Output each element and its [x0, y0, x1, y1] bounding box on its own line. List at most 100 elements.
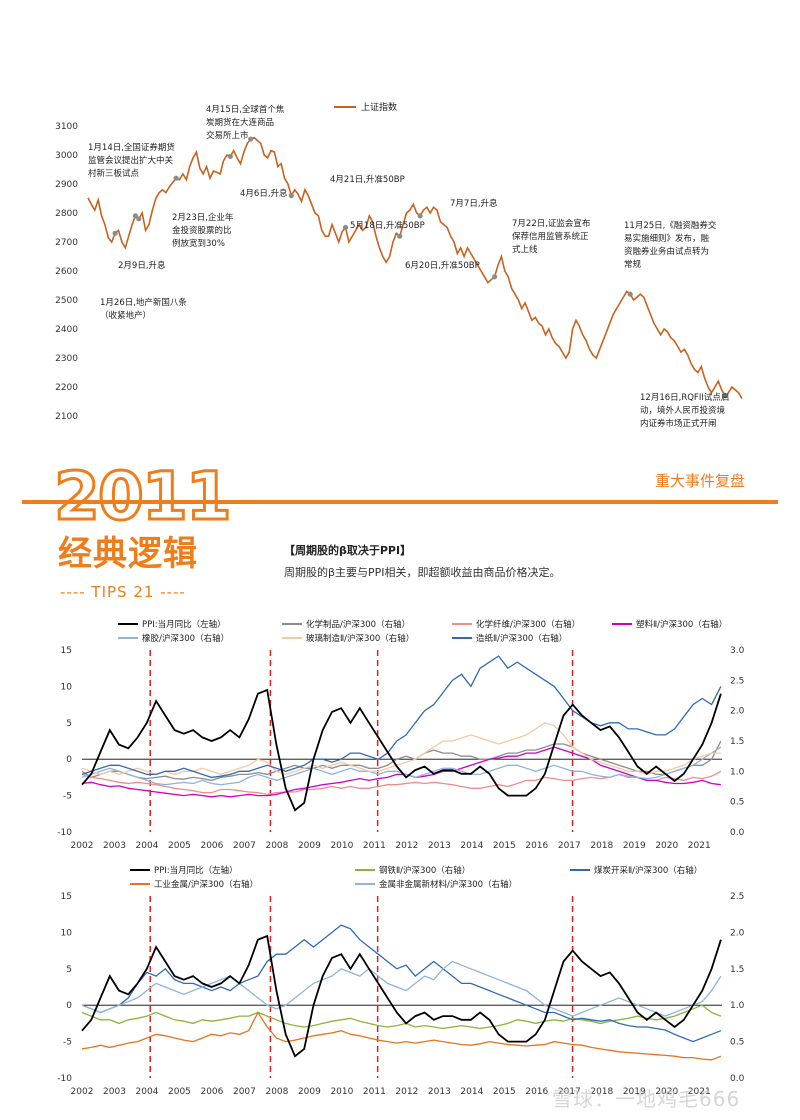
x-tick-label: 2008	[265, 841, 288, 851]
x-tick-label: 2020	[655, 841, 678, 851]
y-tick-label: 2200	[55, 383, 78, 393]
event-annotation: 交易所上市	[206, 130, 249, 141]
x-tick-label: 2011	[363, 1087, 386, 1097]
event-marker	[227, 153, 233, 160]
y-tick-label: 2600	[55, 267, 78, 277]
event-annotation: 村新三板试点	[88, 168, 140, 179]
event-marker	[397, 233, 403, 239]
x-tick-label: 2019	[623, 1087, 646, 1097]
x-tick-label: 2004	[136, 1087, 159, 1097]
x-tick-label: 2006	[200, 1087, 223, 1097]
event-annotation: 动，境外人民币投资境	[640, 405, 726, 416]
x-tick-label: 2009	[298, 1087, 321, 1097]
legend-label: 金属非金属新材料/沪深300（右轴）	[379, 879, 517, 890]
event-annotation: 1月26日,地产新国八条	[100, 297, 187, 308]
event-annotation: 11月25日,《融资融券交	[624, 220, 717, 231]
event-annotation: 4月6日,升息	[240, 188, 288, 199]
y-right-tick-label: 3.0	[730, 646, 745, 656]
x-tick-label: 2012	[395, 841, 418, 851]
x-tick-label: 2007	[233, 1087, 256, 1097]
chemicals-ppi-chart: -10 -5 0 5 10 15 0.0 0.5 1.0 1.5 2.0 2.5 3.0 2002 2003…	[57, 619, 745, 851]
y-tick-label: 2300	[55, 354, 78, 364]
y-right-tick-label: 2.0	[730, 928, 745, 938]
y-right-tick-label: 2.0	[730, 707, 745, 717]
x-tick-label: 2014	[460, 841, 483, 851]
legend-label: 玻璃制造Ⅱ/沪深300（右轴）	[306, 633, 414, 644]
legend-label: 化学纤维/沪深300（右轴）	[476, 619, 580, 630]
legend-label: 化学制品/沪深300（右轴）	[306, 619, 410, 630]
legend-label: 上证指数	[361, 101, 397, 113]
event-annotation: 5月18日,升准50BP	[350, 220, 425, 231]
event-annotation: 金投资股票的比	[172, 225, 232, 236]
y-right-tick-label: 2.5	[730, 676, 744, 686]
y-left-tick-label: 15	[61, 646, 72, 656]
y-tick-label: 2900	[55, 180, 78, 190]
event-annotation: 4月21日,升准50BP	[330, 174, 405, 185]
x-tick-label: 2007	[233, 841, 256, 851]
legend-label: 钢铁Ⅱ/沪深300（右轴）	[379, 865, 470, 876]
series-line-PPI	[81, 934, 722, 1058]
event-annotation: 资融券业务由试点转为	[624, 246, 709, 257]
event-annotation: 保荐信用监管系统正	[512, 231, 589, 242]
event-annotation: 7月22日,证监会宣布	[512, 218, 590, 229]
y-left-tick-label: 10	[61, 682, 73, 692]
event-marker	[627, 291, 633, 297]
x-tick-label: 2005	[168, 1087, 191, 1097]
x-tick-label: 2015	[493, 841, 516, 851]
x-tick-label: 2003	[103, 841, 126, 851]
x-tick-label: 2009	[298, 841, 321, 851]
y-left-tick-label: -10	[57, 828, 72, 838]
y-right-tick-label: 1.0	[730, 767, 745, 777]
x-tick-label: 2004	[136, 841, 159, 851]
series-line-化学制品	[81, 740, 722, 782]
y-left-tick-label: -5	[63, 792, 72, 802]
event-annotation: 6月20日,升准50BP	[405, 260, 480, 271]
series-line-造纸Ⅱ	[81, 655, 722, 779]
x-tick-label: 2016	[525, 1087, 548, 1097]
y-tick-label: 2700	[55, 238, 78, 248]
event-annotation: 4月15日,全球首个焦	[206, 104, 285, 115]
x-tick-label: 2002	[71, 841, 94, 851]
event-marker	[288, 193, 294, 199]
legend-label: 橡胶/沪深300（右轴）	[142, 633, 229, 644]
event-annotation: 易实施细则》发布，融	[624, 233, 710, 244]
x-tick-label: 2006	[200, 841, 223, 851]
y-tick-label: 2500	[55, 296, 78, 306]
x-tick-label: 2013	[428, 1087, 451, 1097]
y-tick-label: 2100	[55, 412, 78, 422]
orange-divider	[22, 500, 778, 504]
event-annotation: 7月7日,升息	[450, 198, 498, 209]
legend-label: 工业金属/沪深300（右轴）	[154, 879, 258, 890]
event-marker	[722, 393, 728, 399]
series-line-玻璃制造Ⅱ	[81, 722, 721, 776]
event-annotation: 2月9日,升息	[118, 260, 166, 271]
x-tick-label: 2013	[428, 841, 451, 851]
watermark: 雪球：一地鸡毛666	[552, 1087, 741, 1111]
legend-label: 造纸Ⅱ/沪深300（右轴）	[476, 633, 567, 644]
y-left-tick-label: 5	[66, 965, 72, 975]
y-right-tick-label: 1.5	[730, 965, 744, 975]
event-marker	[248, 136, 254, 142]
event-annotation: 式上线	[512, 244, 538, 255]
series-line-钢铁Ⅱ	[81, 1004, 722, 1030]
x-tick-label: 2020	[655, 1087, 678, 1097]
legend-label: 煤炭开采Ⅱ/沪深300（右轴）	[594, 865, 702, 876]
legend-label: 塑料Ⅱ/沪深300（右轴）	[636, 619, 727, 630]
y-left-tick-label: 15	[61, 892, 72, 902]
y-tick-label: 2400	[55, 325, 78, 335]
y-right-tick-label: 1.0	[730, 1001, 745, 1011]
x-tick-label: 2008	[265, 1087, 288, 1097]
y-right-tick-label: 0.5	[730, 1038, 744, 1048]
x-tick-label: 2005	[168, 841, 191, 851]
series-line-PPI	[81, 688, 722, 812]
event-annotation: （收紧地产）	[100, 310, 151, 321]
event-marker	[173, 175, 179, 181]
x-tick-label: 2003	[103, 1087, 126, 1097]
event-annotation: 1月14日,全国证券期货	[88, 142, 175, 153]
event-marker	[136, 216, 142, 222]
event-annotation: 内证券市场正式开闸	[640, 418, 717, 429]
x-tick-label: 2017	[558, 1087, 581, 1097]
series-line-shanghai-index	[87, 136, 743, 400]
event-annotation: 监管会议提出扩大中关	[88, 155, 174, 166]
box-title: 【周期股的β取决于PPI】	[284, 544, 412, 557]
